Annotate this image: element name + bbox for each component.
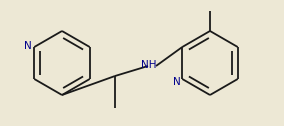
- Text: N: N: [24, 41, 32, 51]
- Text: NH: NH: [141, 60, 157, 70]
- Text: N: N: [174, 77, 181, 87]
